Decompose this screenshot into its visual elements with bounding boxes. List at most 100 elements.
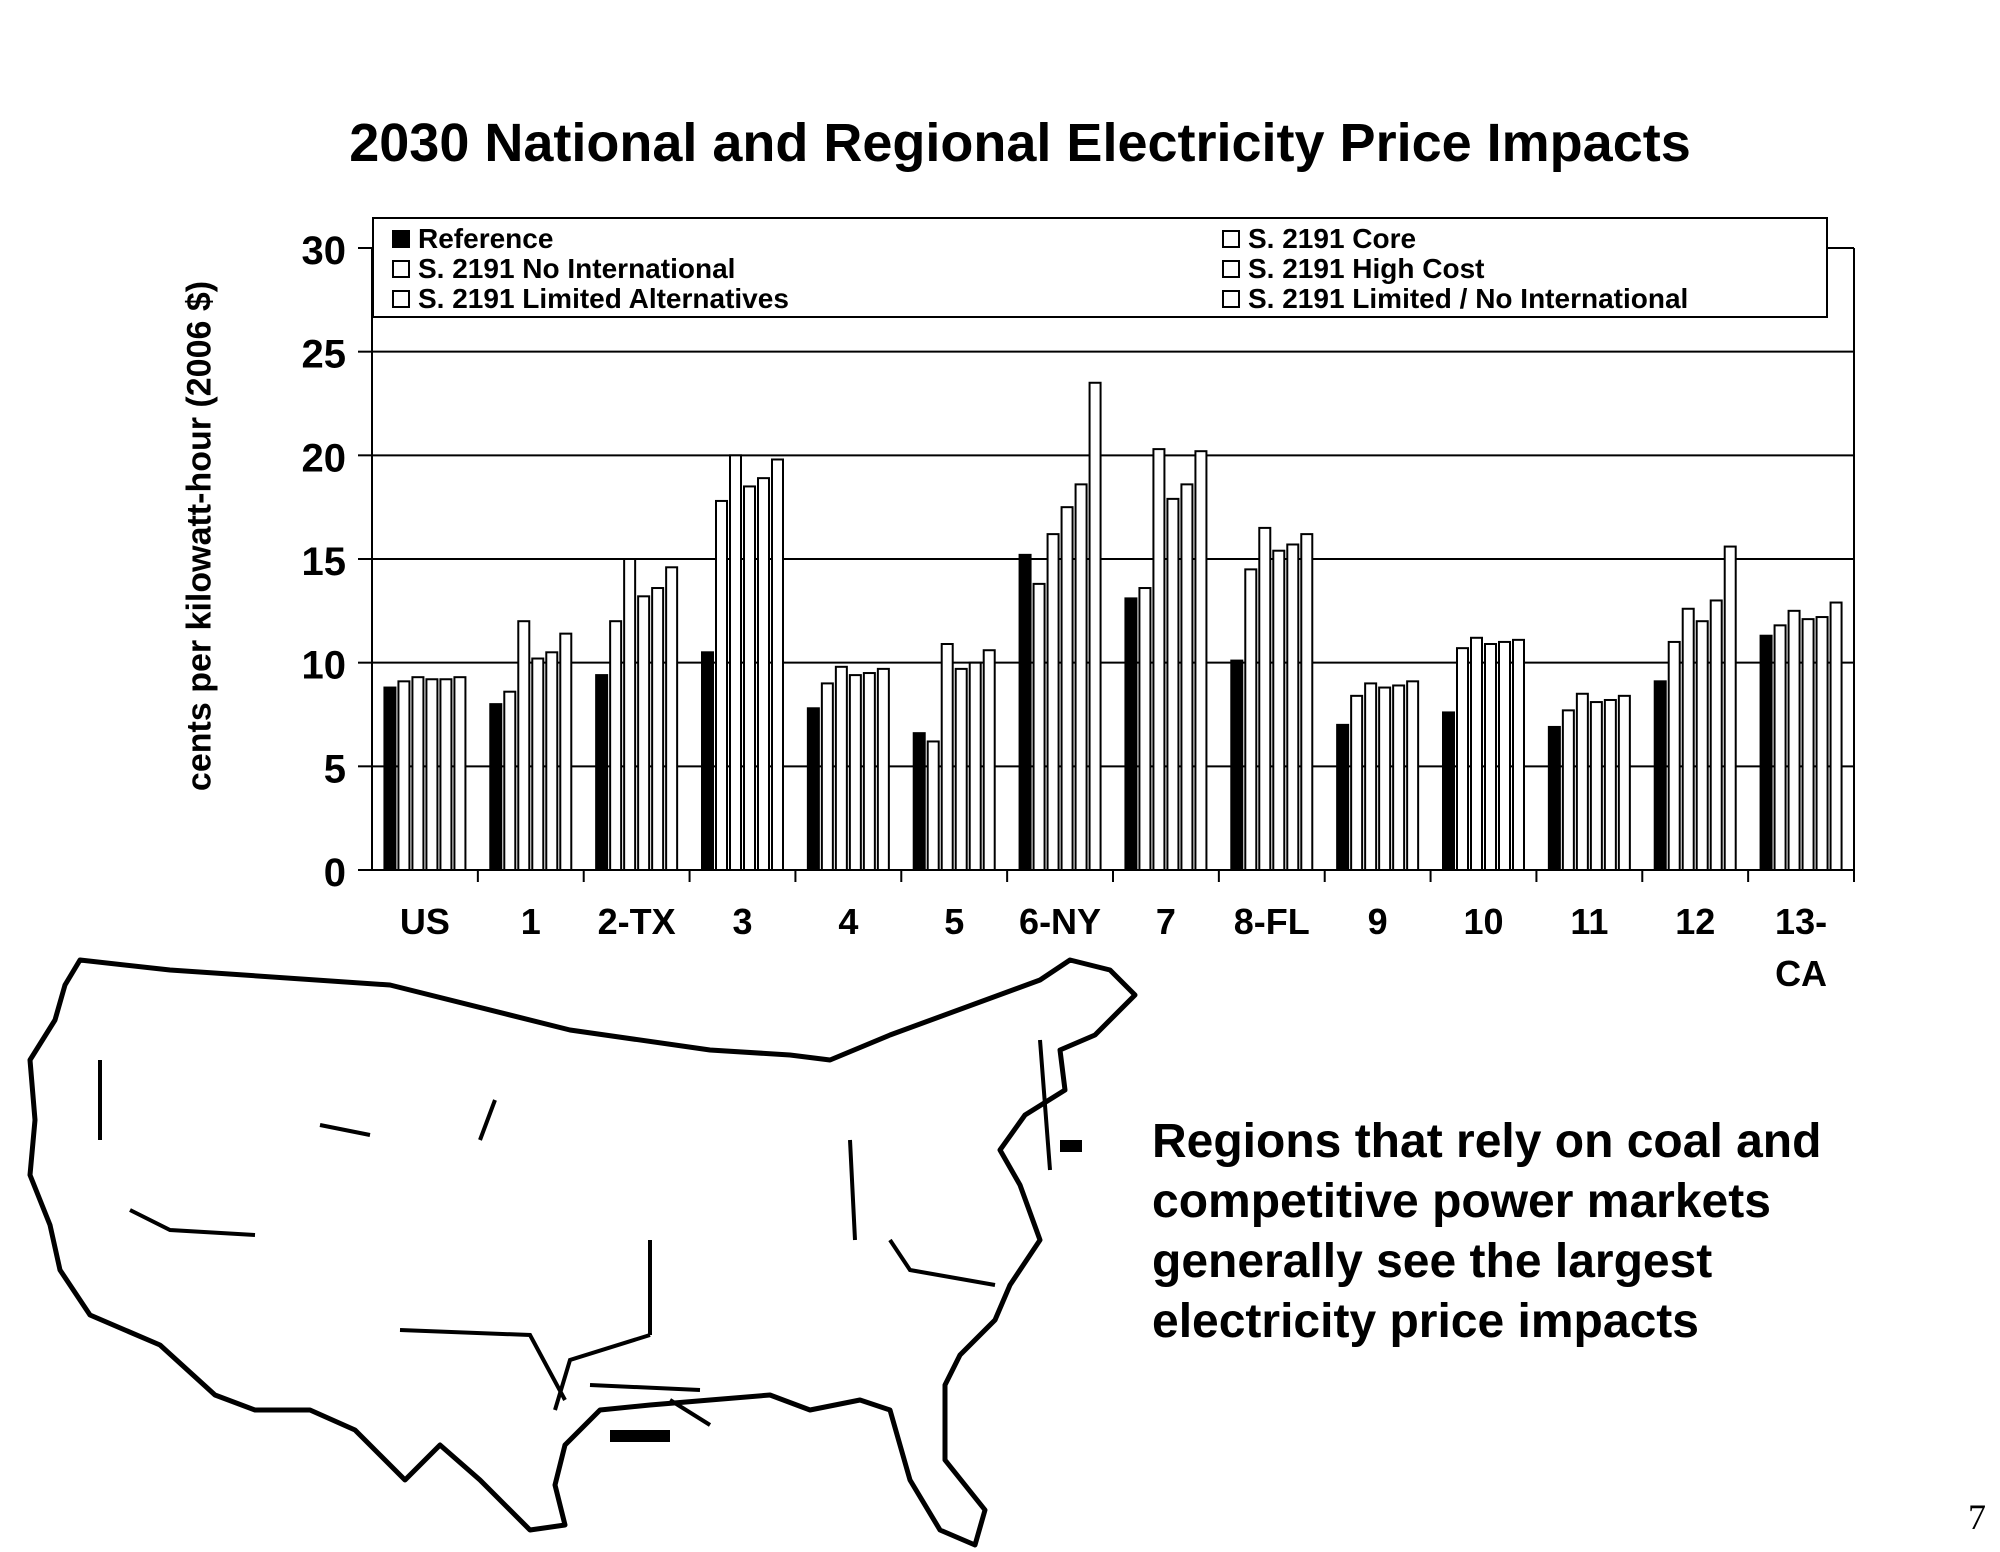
legend-label: S. 2191 Limited / No International: [1248, 283, 1689, 314]
bar-9-1: [1336, 723, 1350, 871]
bar-5-6: [982, 649, 996, 872]
bar-10-5: [1498, 640, 1511, 872]
bar-13-CA-2: [1773, 624, 1787, 872]
bar-11-2: [1561, 709, 1575, 871]
bar-1-5: [545, 651, 559, 871]
x-tick-label: 6-NY: [1019, 901, 1101, 942]
bar-7-6: [1194, 450, 1208, 871]
us-outline: [27, 957, 1138, 1548]
bar-1-2: [503, 690, 517, 872]
x-tick-label: 10: [1463, 901, 1503, 942]
bar-6-NY-4: [1060, 506, 1074, 871]
bar-7-1: [1124, 597, 1138, 871]
x-tick-label: 11: [1570, 901, 1608, 942]
x-tick-label: 8-FL: [1234, 901, 1310, 942]
bar-8-FL-1: [1230, 659, 1244, 871]
bar-8-FL-5: [1286, 543, 1300, 872]
bar-12-6: [1723, 545, 1737, 871]
bar-4-2: [820, 682, 834, 872]
x-tick-labels: US 1 2-TX 3 4 5 6-NY 7 8-FL 9 10 11 12 13- CA: [400, 901, 1827, 994]
caption: Regions that rely on coal and competitiv…: [1152, 1115, 1822, 1348]
bar-7-5: [1180, 483, 1194, 871]
bar-10-1: [1442, 711, 1455, 872]
bar-12-2: [1667, 640, 1681, 872]
bar-11-3: [1575, 692, 1589, 871]
x-tick-label: 5: [944, 901, 964, 942]
bar-12-1: [1653, 680, 1667, 871]
bar-1-6: [559, 632, 573, 872]
x-tick-label: 12: [1675, 901, 1715, 942]
legend-item-high-cost: S. 2191 High Cost: [1222, 253, 1485, 285]
bar-4-6: [876, 667, 890, 871]
bar-13-CA-3: [1787, 609, 1801, 871]
bar-9-3: [1364, 682, 1378, 872]
bar-6-NY-3: [1046, 533, 1060, 871]
bar-3-5: [757, 477, 770, 871]
x-tick-label: 3: [732, 901, 752, 942]
bar-10-2: [1456, 647, 1469, 871]
bar-11-4: [1589, 701, 1603, 871]
bar-US-2: [397, 680, 411, 871]
bar-12-5: [1709, 599, 1723, 871]
axes: [358, 247, 1855, 882]
bar-7-4: [1166, 497, 1180, 871]
bar-5-5: [968, 661, 982, 872]
y-tick-label: 20: [302, 436, 347, 480]
bar-4-5: [862, 672, 876, 871]
bar-11-1: [1547, 725, 1561, 871]
bar-3-1: [701, 651, 714, 871]
legend-item-core: S. 2191 Core: [1222, 223, 1416, 255]
bar-7-3: [1152, 448, 1166, 871]
bar-8-FL-2: [1244, 568, 1258, 871]
x-tick-label: 2-TX: [598, 901, 676, 942]
bar-2-TX-1: [595, 674, 609, 872]
legend-swatch: [392, 290, 410, 308]
bar-3-3: [729, 454, 742, 871]
bar-7-2: [1138, 587, 1152, 871]
bar-2-TX-3: [623, 558, 637, 871]
bar-US-6: [453, 676, 467, 871]
bar-2-TX-5: [651, 587, 665, 871]
bar-4-4: [848, 674, 862, 872]
bar-6-NY-5: [1074, 483, 1088, 871]
bar-9-4: [1378, 686, 1392, 872]
y-tick-labels: 0 5 10 15 20 25 30: [302, 229, 347, 895]
legend-swatch: [392, 260, 410, 278]
y-tick-label: 5: [324, 747, 346, 791]
bar-chart: 0 5 10 15 20 25 30 US 1 2-TX 3 4 5 6-NY 7 8-FL 9 10 11 12 1…: [302, 229, 1855, 994]
x-tick-label: 13-: [1775, 901, 1827, 942]
bar-3-4: [743, 485, 756, 871]
bar-1-4: [531, 657, 545, 872]
bar-5-3: [940, 643, 954, 871]
bar-5-2: [926, 740, 940, 871]
bar-5-4: [954, 667, 968, 871]
legend-label: Reference: [418, 223, 554, 254]
legend-swatch: [392, 230, 410, 248]
x-tick-label: 7: [1156, 901, 1176, 942]
legend-label: S. 2191 High Cost: [1248, 253, 1485, 284]
bar-3-2: [715, 499, 728, 871]
legend-item-no-international: S. 2191 No International: [392, 253, 735, 285]
chart-title: 2030 National and Regional Electricity P…: [349, 113, 1691, 173]
bar-3-6: [771, 458, 784, 871]
bar-10-3: [1470, 636, 1483, 872]
bar-13-CA-6: [1829, 601, 1843, 871]
bar-4-3: [834, 665, 848, 872]
bar-4-1: [806, 707, 820, 872]
bar-10-4: [1484, 643, 1497, 871]
bar-2-TX-2: [609, 620, 623, 872]
bar-US-5: [439, 678, 453, 872]
x-tick-label: 4: [838, 901, 858, 942]
page-number: 7: [1968, 1497, 1986, 1537]
bar-US-1: [383, 686, 397, 872]
bar-11-6: [1617, 694, 1631, 872]
region-marker: [610, 1430, 670, 1442]
legend-swatch: [1222, 230, 1240, 248]
bar-2-TX-4: [637, 595, 651, 871]
bar-6-NY-6: [1088, 381, 1102, 871]
bar-8-FL-3: [1258, 526, 1272, 872]
bar-13-CA-1: [1759, 634, 1773, 871]
y-tick-label: 10: [302, 644, 347, 688]
bar-12-3: [1681, 607, 1695, 871]
legend-label: S. 2191 No International: [418, 253, 736, 284]
